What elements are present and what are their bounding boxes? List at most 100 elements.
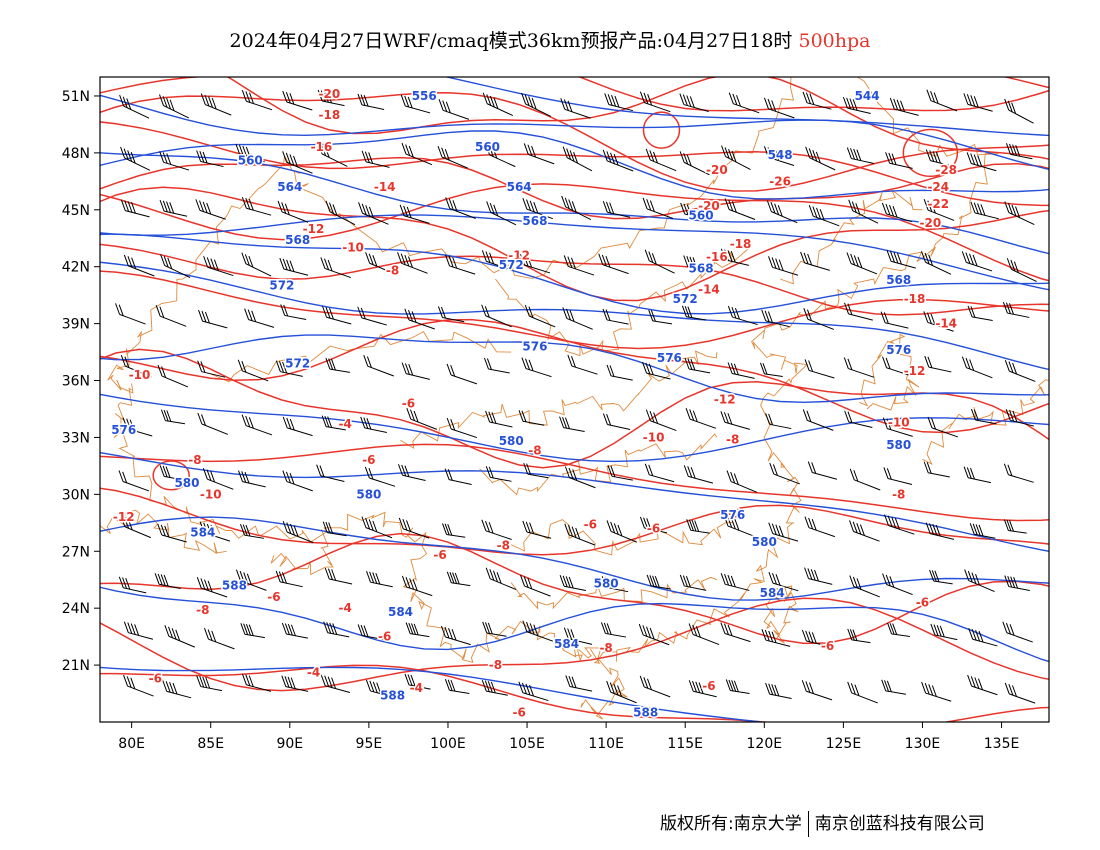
wind-barb xyxy=(523,462,549,479)
wind-barb xyxy=(155,305,187,327)
wind-barb xyxy=(195,199,226,220)
wind-barb xyxy=(322,306,352,325)
wind-barb xyxy=(483,357,510,374)
wind-barb xyxy=(679,93,709,112)
lon-tick-label: 120E xyxy=(747,736,783,752)
temperature-contour-label: -8 xyxy=(497,539,510,553)
wind-barb xyxy=(921,251,952,275)
wind-barb xyxy=(681,305,707,321)
temperature-contour-label: -8 xyxy=(892,487,905,501)
wind-barb xyxy=(437,145,469,169)
wind-barb xyxy=(440,625,471,646)
wind-barb xyxy=(644,463,675,483)
wind-barb xyxy=(684,357,711,374)
wind-barb xyxy=(123,674,154,697)
wind-barb xyxy=(235,569,267,591)
wind-barb xyxy=(926,89,958,112)
wind-barbs-layer xyxy=(115,89,1037,704)
wind-barb xyxy=(849,468,881,491)
wind-barb xyxy=(361,150,390,168)
wind-barb xyxy=(720,248,749,266)
wind-barb xyxy=(882,573,913,596)
height-contour-label: 560 xyxy=(238,153,263,167)
wind-barb xyxy=(726,470,758,493)
border-line xyxy=(763,585,799,644)
lat-tick-label: 30N xyxy=(62,487,90,503)
height-isoline xyxy=(100,94,1049,171)
wind-barb xyxy=(602,413,631,430)
temperature-contour-label: -16 xyxy=(311,140,333,154)
wind-barb xyxy=(485,567,517,591)
wind-barb xyxy=(802,91,832,110)
temperature-contour-label: -6 xyxy=(512,706,525,720)
wind-barb xyxy=(761,309,790,328)
wind-barb xyxy=(970,408,997,425)
lon-tick-label: 135E xyxy=(984,736,1020,752)
lon-tick-label: 95E xyxy=(356,736,383,752)
wind-barb xyxy=(679,574,707,591)
height-isoline xyxy=(100,666,768,722)
lon-tick-label: 130E xyxy=(905,736,941,752)
wind-barb xyxy=(600,622,627,638)
wind-barb xyxy=(882,417,913,437)
temperature-contour-label: -10 xyxy=(200,487,222,501)
height-contour-label: 568 xyxy=(285,233,310,247)
wind-barb xyxy=(486,201,517,226)
wind-barb xyxy=(481,519,512,541)
height-contour-label: 556 xyxy=(412,89,437,103)
temperature-isotherm xyxy=(100,532,1049,645)
wind-barb xyxy=(763,146,795,167)
border-line xyxy=(574,77,999,662)
wind-barb xyxy=(203,256,234,277)
wind-barb xyxy=(405,622,430,638)
lon-tick-label: 105E xyxy=(509,736,545,752)
temperature-contour-label: -6 xyxy=(584,518,597,532)
wind-barb xyxy=(686,519,710,534)
wind-barb xyxy=(606,520,638,543)
wind-barb xyxy=(885,152,913,169)
wind-barb xyxy=(807,461,838,480)
wind-barb xyxy=(886,250,916,269)
wind-barb xyxy=(645,148,677,172)
temperature-contour-label: -8 xyxy=(386,264,399,278)
wind-barb xyxy=(801,680,833,701)
wind-barb xyxy=(929,569,953,585)
temperature-contour-label: -12 xyxy=(904,364,926,378)
wind-barb xyxy=(964,569,995,593)
height-contour-label: 572 xyxy=(285,356,310,370)
wind-barb xyxy=(363,355,394,377)
wind-barb xyxy=(275,360,303,377)
height-contour-label: 576 xyxy=(886,343,911,357)
wind-barb xyxy=(123,254,155,277)
temperature-contour-label: -6 xyxy=(402,396,415,410)
wind-barb xyxy=(281,675,309,692)
temperature-isotherm xyxy=(100,91,1049,192)
temperature-isotherm xyxy=(100,156,1049,220)
footer-credits: 版权所有:南京大学 南京创蓝科技有限公司 xyxy=(660,809,985,837)
wind-barb xyxy=(642,197,674,219)
lon-tick-label: 85E xyxy=(197,736,224,752)
temperature-contour-label: -14 xyxy=(935,317,957,331)
border-line xyxy=(210,330,512,383)
lat-tick-label: 48N xyxy=(62,146,90,162)
wind-barb xyxy=(324,567,353,585)
temperature-contour-label: -6 xyxy=(821,639,834,653)
wind-barb xyxy=(966,152,997,172)
temperature-contour-label: -6 xyxy=(726,506,739,520)
wind-barb xyxy=(562,307,593,330)
lat-tick-label: 51N xyxy=(62,89,90,105)
wind-barb xyxy=(241,90,273,111)
temperature-contour-label: -8 xyxy=(599,641,612,655)
wind-barb xyxy=(725,679,750,695)
temperature-contour-label: -6 xyxy=(378,630,391,644)
temperature-isotherm xyxy=(100,443,1049,522)
height-isoline xyxy=(100,130,1049,200)
wind-barb xyxy=(602,201,631,218)
wind-barb xyxy=(485,410,513,428)
wind-barb xyxy=(601,576,629,593)
wind-barb xyxy=(437,306,465,323)
height-contour-label: 580 xyxy=(752,535,777,549)
wind-barb xyxy=(1005,143,1033,160)
wind-barb xyxy=(401,575,433,597)
wind-barb xyxy=(118,576,147,594)
